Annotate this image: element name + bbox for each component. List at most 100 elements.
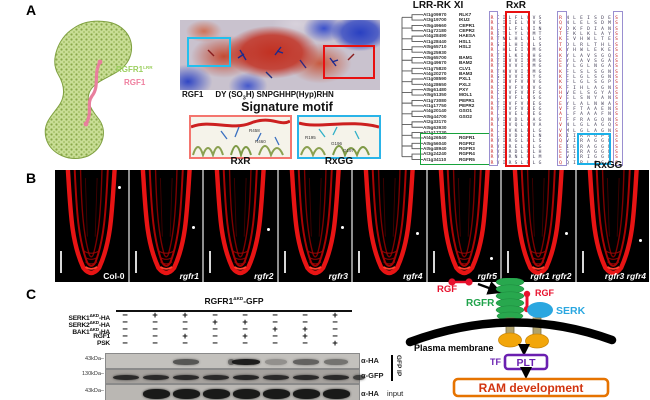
residue: Q bbox=[559, 139, 562, 145]
residue: L bbox=[532, 37, 536, 43]
residue: G bbox=[601, 155, 604, 161]
residue: R bbox=[490, 42, 494, 48]
residue: L bbox=[532, 144, 536, 150]
residue: M bbox=[532, 64, 536, 70]
blot-header: RGFR1ΔKD-GFP bbox=[204, 296, 264, 306]
residue: S bbox=[615, 74, 618, 80]
residue: V bbox=[566, 139, 569, 145]
ram-label: RAM development bbox=[479, 381, 584, 395]
residue: R bbox=[490, 58, 494, 64]
gene-locus: At1g17230 bbox=[423, 129, 447, 135]
residue: G bbox=[601, 69, 604, 75]
gene-locus: At5g49660 bbox=[423, 22, 447, 28]
residue: I bbox=[573, 133, 576, 139]
treatment-sign: − bbox=[182, 317, 188, 328]
ligand-end bbox=[97, 59, 103, 65]
residue: L bbox=[532, 149, 536, 155]
gene-locus: At1g08590 bbox=[423, 76, 447, 82]
residue: N bbox=[608, 26, 611, 32]
residue: G bbox=[601, 85, 604, 91]
residue: L bbox=[496, 133, 500, 139]
residue: E bbox=[594, 48, 597, 54]
residue: D bbox=[566, 26, 569, 32]
phylogenetic-tree bbox=[401, 14, 423, 160]
residue: R bbox=[490, 26, 494, 32]
residue: I bbox=[520, 64, 524, 70]
residue: I bbox=[502, 53, 506, 59]
genotype-label: rgfr3 bbox=[328, 271, 348, 281]
scale-bar bbox=[209, 251, 211, 273]
residue: R bbox=[508, 139, 512, 145]
residue: Q bbox=[514, 123, 518, 129]
residue: V bbox=[508, 128, 512, 134]
residue: T bbox=[559, 42, 562, 48]
gene-locus: At1g28440 bbox=[423, 38, 447, 44]
residue: E bbox=[514, 112, 518, 118]
residue: N bbox=[514, 155, 518, 161]
residue: F bbox=[573, 112, 576, 118]
residue: D bbox=[514, 133, 518, 139]
residue: S bbox=[594, 16, 597, 21]
residue: I bbox=[502, 80, 506, 86]
residue: L bbox=[573, 69, 576, 75]
treatment-sign: − bbox=[272, 338, 278, 349]
residue: I bbox=[594, 26, 597, 32]
conserved-column-box bbox=[556, 11, 567, 166]
residue: L bbox=[532, 139, 536, 145]
tree-gene-row: At1g17230 bbox=[423, 130, 487, 135]
residue: E bbox=[559, 144, 562, 150]
protein-band bbox=[293, 359, 319, 365]
residue: I bbox=[587, 16, 590, 21]
blot-strip-gfp bbox=[105, 369, 365, 384]
rxgg-motif-structure-inset: R195 G196 G197 bbox=[297, 115, 381, 159]
residue: D bbox=[566, 42, 569, 48]
treatment-sign: − bbox=[332, 317, 338, 328]
treatment-sign: + bbox=[152, 310, 158, 321]
residue: V bbox=[532, 80, 536, 86]
residue: R bbox=[490, 123, 494, 129]
residue: L bbox=[520, 16, 524, 21]
residue: R bbox=[580, 139, 583, 145]
residue: A bbox=[594, 123, 597, 129]
residue: L bbox=[573, 58, 576, 64]
serk-label: SERK bbox=[556, 305, 586, 317]
plt-label: PLT bbox=[516, 357, 536, 369]
tree-gene-row: At1g75820 CLV1 bbox=[423, 66, 487, 71]
residue: R bbox=[490, 69, 494, 75]
residue: S bbox=[615, 160, 618, 166]
residue: V bbox=[520, 101, 524, 107]
residue: S bbox=[532, 96, 536, 102]
residue: R bbox=[559, 16, 562, 21]
residue: S bbox=[538, 139, 542, 145]
kinase-domain bbox=[498, 332, 522, 348]
residue: S bbox=[615, 32, 618, 38]
residue: Y bbox=[608, 32, 611, 38]
residue: S bbox=[594, 21, 597, 27]
residue: S bbox=[514, 160, 518, 166]
tree-gene-row: At4g28650 PXL2 bbox=[423, 82, 487, 87]
residue: S bbox=[496, 42, 500, 48]
residue: R bbox=[580, 144, 583, 150]
protein-band bbox=[232, 359, 260, 365]
residue: T bbox=[594, 42, 597, 48]
residue: A bbox=[608, 91, 611, 97]
gene-name: RGFR5 bbox=[459, 156, 475, 162]
residue: L bbox=[520, 96, 524, 102]
ligand-end bbox=[83, 121, 89, 127]
tree-gene-row: At5g65710 HSL2 bbox=[423, 44, 487, 49]
residue: R bbox=[490, 144, 494, 150]
root-image-cell: rgfr3 bbox=[278, 170, 351, 282]
residue: S bbox=[615, 101, 618, 107]
treatment-sign: − bbox=[122, 310, 128, 321]
residue: T bbox=[496, 101, 500, 107]
residue: I bbox=[502, 149, 506, 155]
residue: F bbox=[514, 91, 518, 97]
gene-locus: At1g73080 bbox=[423, 97, 447, 103]
conserved-column-box bbox=[488, 11, 498, 166]
residue: S bbox=[615, 85, 618, 91]
residue: I bbox=[520, 69, 524, 75]
